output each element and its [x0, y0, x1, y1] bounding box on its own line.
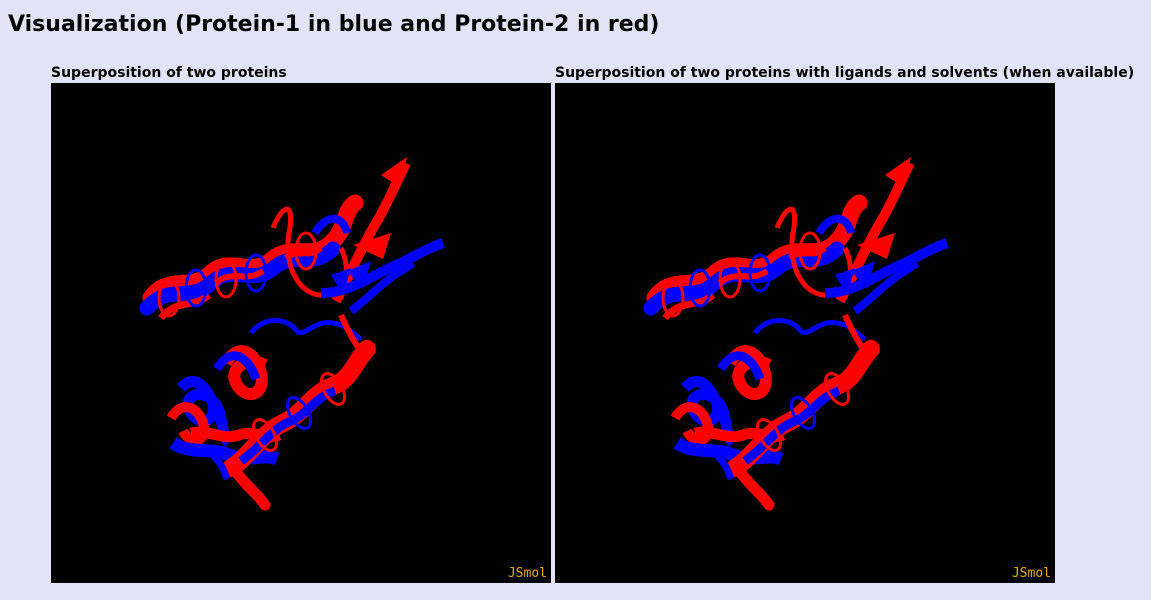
protein-superposition-render [643, 157, 949, 511]
jsmol-viewer[interactable]: JSmol [555, 83, 1055, 583]
viewer-panel-ligands: Superposition of two proteins with ligan… [555, 63, 1134, 583]
viewer-caption: Superposition of two proteins with ligan… [555, 65, 1135, 81]
viewer-panel-proteins: Superposition of two proteins [51, 63, 551, 583]
protein-superposition-render [139, 157, 445, 511]
jsmol-label: JSmol [1011, 566, 1051, 581]
viewer-caption: Superposition of two proteins [51, 65, 287, 81]
jsmol-label: JSmol [507, 566, 547, 581]
jsmol-viewer[interactable]: JSmol [51, 83, 551, 583]
page-title: Visualization (Protein-1 in blue and Pro… [8, 12, 660, 37]
